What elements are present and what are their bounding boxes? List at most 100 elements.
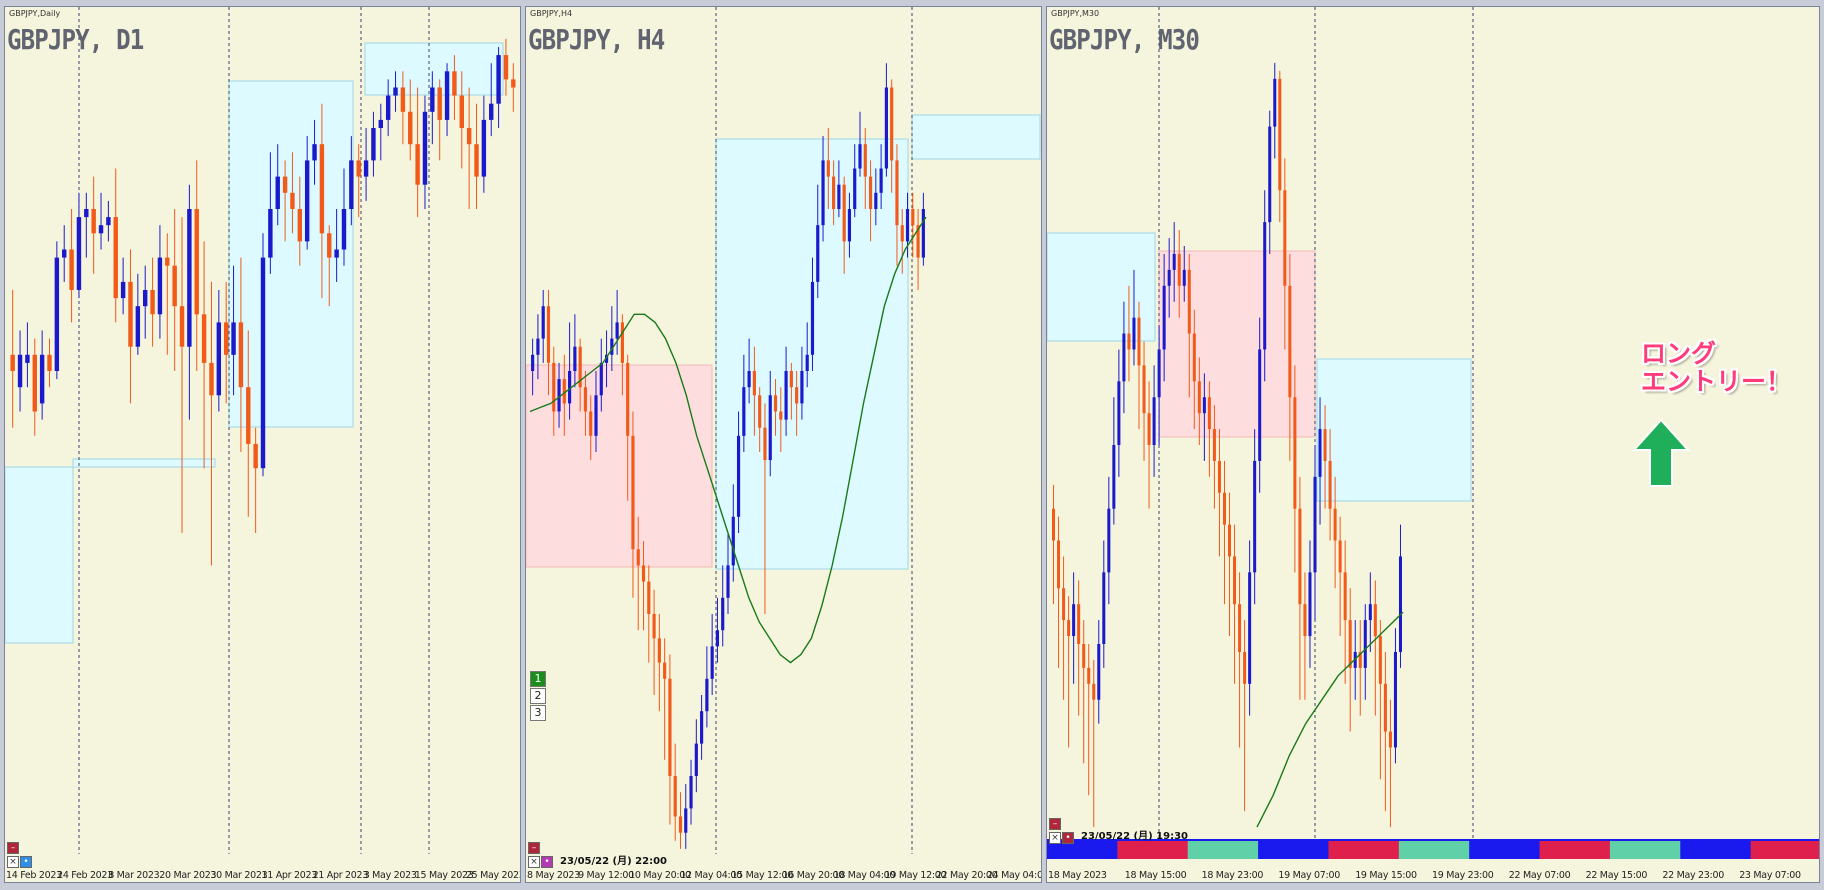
candle-body[interactable] — [826, 160, 830, 177]
candle-body[interactable] — [1102, 572, 1106, 644]
candle-body[interactable] — [304, 160, 310, 242]
remove-object-icon[interactable]: × — [528, 856, 540, 868]
chart-pane-m30[interactable]: GBPJPY,M30 GBPJPY, M30 – × • 23/05/22 (月… — [1046, 6, 1820, 883]
candle-body[interactable] — [290, 192, 295, 209]
candle-body[interactable] — [165, 257, 170, 266]
candle-body[interactable] — [1313, 476, 1317, 573]
candle-body[interactable] — [378, 119, 384, 128]
candle-body[interactable] — [187, 209, 192, 347]
candle-body[interactable] — [1157, 349, 1161, 398]
candle-body[interactable] — [142, 290, 148, 307]
candle-body[interactable] — [594, 395, 598, 436]
candle-body[interactable] — [1383, 683, 1387, 732]
candle-body[interactable] — [246, 387, 251, 444]
candle-body[interactable] — [552, 362, 556, 412]
candle-body[interactable] — [444, 71, 450, 120]
candle-body[interactable] — [474, 144, 479, 177]
candle-body[interactable] — [784, 371, 788, 420]
candle-body[interactable] — [921, 209, 925, 258]
candle-body[interactable] — [916, 225, 920, 258]
candle-body[interactable] — [25, 354, 30, 363]
candle-body[interactable] — [879, 168, 883, 193]
demand-zone[interactable] — [911, 114, 1041, 160]
candle-body[interactable] — [620, 322, 624, 363]
candle-body[interactable] — [459, 95, 464, 128]
candle-body[interactable] — [531, 354, 535, 371]
candle-body[interactable] — [135, 306, 141, 347]
candle-body[interactable] — [106, 217, 111, 226]
candle-body[interactable] — [721, 597, 725, 631]
candle-body[interactable] — [678, 816, 683, 833]
candle-body[interactable] — [911, 209, 915, 226]
candle-body[interactable] — [546, 306, 551, 363]
candle-body[interactable] — [1112, 445, 1116, 509]
candle-body[interactable] — [1393, 651, 1397, 748]
candle-body[interactable] — [890, 87, 894, 161]
candle-body[interactable] — [297, 209, 303, 242]
candle-body[interactable] — [1087, 667, 1091, 684]
candle-body[interactable] — [842, 184, 846, 242]
candle-body[interactable] — [194, 209, 199, 315]
candle-body[interactable] — [868, 176, 873, 209]
candle-body[interactable] — [1192, 333, 1196, 382]
candle-body[interactable] — [599, 362, 603, 396]
candle-body[interactable] — [466, 128, 472, 145]
candle-body[interactable] — [327, 233, 332, 258]
candle-body[interactable] — [1072, 604, 1076, 637]
candle-body[interactable] — [452, 71, 457, 96]
candle-body[interactable] — [562, 379, 566, 404]
demand-zone[interactable] — [5, 466, 74, 644]
candle-body[interactable] — [1238, 604, 1242, 652]
candle-body[interactable] — [1077, 604, 1081, 644]
candle-body[interactable] — [363, 160, 369, 177]
candle-body[interactable] — [583, 387, 588, 412]
candle-body[interactable] — [668, 678, 672, 776]
candle-body[interactable] — [1398, 556, 1402, 652]
candle-body[interactable] — [216, 322, 222, 396]
candle-body[interactable] — [747, 371, 751, 388]
demand-zone[interactable] — [364, 42, 504, 96]
supply-zone[interactable] — [1158, 250, 1316, 438]
candle-body[interactable] — [1082, 644, 1086, 668]
candle-body[interactable] — [17, 354, 23, 388]
candle-body[interactable] — [758, 395, 762, 428]
candle-body[interactable] — [1117, 381, 1121, 445]
candle-body[interactable] — [47, 354, 52, 371]
demand-zone[interactable] — [1316, 358, 1472, 502]
candle-body[interactable] — [863, 144, 867, 177]
object-list-icon[interactable]: • — [541, 856, 553, 868]
candle-body[interactable] — [260, 257, 266, 469]
candle-body[interactable] — [1212, 429, 1216, 461]
candle-body[interactable] — [1097, 644, 1101, 700]
candle-body[interactable] — [209, 362, 214, 396]
plot-area-m30[interactable] — [1047, 7, 1820, 883]
candle-body[interactable] — [884, 87, 888, 169]
candle-body[interactable] — [673, 776, 677, 817]
remove-object-icon[interactable]: × — [1049, 832, 1061, 844]
candle-body[interactable] — [1328, 460, 1332, 509]
candle-body[interactable] — [1132, 317, 1136, 350]
candle-body[interactable] — [1283, 190, 1287, 286]
candle-body[interactable] — [578, 346, 582, 388]
candle-body[interactable] — [356, 160, 361, 177]
candle-body[interactable] — [1348, 620, 1352, 668]
candle-body[interactable] — [1217, 460, 1221, 493]
candle-body[interactable] — [1137, 317, 1141, 366]
candle-body[interactable] — [795, 387, 799, 404]
candle-body[interactable] — [1278, 78, 1282, 191]
close-pane-icon[interactable]: – — [1049, 818, 1061, 830]
candle-body[interactable] — [385, 95, 391, 120]
candle-body[interactable] — [150, 290, 155, 315]
candle-body[interactable] — [1052, 508, 1056, 541]
candle-body[interactable] — [1363, 620, 1367, 668]
candle-body[interactable] — [1373, 604, 1377, 637]
candle-body[interactable] — [821, 160, 825, 226]
candle-body[interactable] — [10, 354, 15, 371]
candle-body[interactable] — [657, 638, 661, 663]
indicator-button-2[interactable]: 2 — [530, 688, 546, 704]
candle-body[interactable] — [1127, 333, 1131, 350]
candle-body[interactable] — [647, 581, 651, 614]
candle-body[interactable] — [874, 192, 878, 209]
candle-body[interactable] — [589, 411, 593, 436]
candle-body[interactable] — [715, 630, 720, 647]
